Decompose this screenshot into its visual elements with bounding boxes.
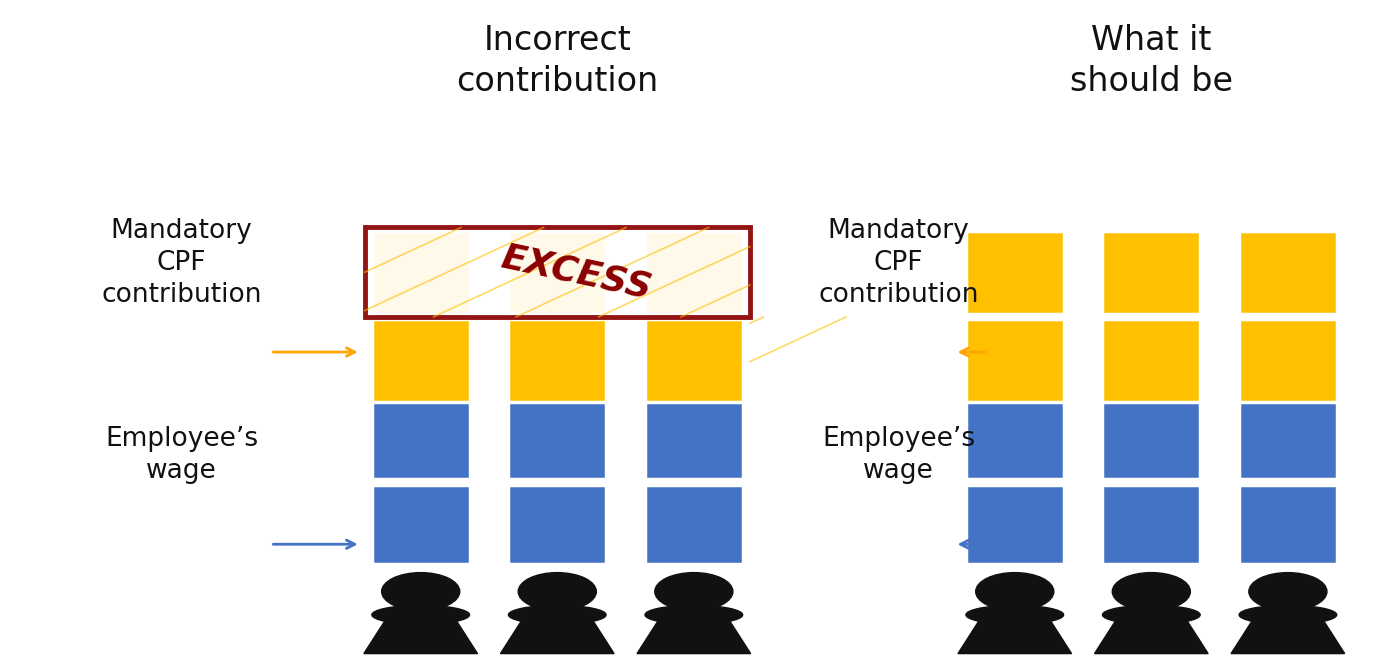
Text: Employee’s
wage: Employee’s wage [106,426,258,484]
Bar [1102,231,1201,313]
Bar [508,400,606,479]
Bar [644,400,743,479]
Bar [644,319,743,402]
Bar [1239,231,1337,313]
Ellipse shape [644,605,743,624]
Text: Incorrect
contribution: Incorrect contribution [456,24,658,98]
Polygon shape [958,615,1072,654]
Bar [966,400,1063,479]
Polygon shape [1231,615,1345,654]
Bar [371,319,470,402]
Bar [371,400,470,479]
Bar [644,484,743,564]
Text: Employee’s
wage: Employee’s wage [822,426,976,484]
Bar [1102,484,1201,564]
Polygon shape [1095,615,1208,654]
Polygon shape [638,615,750,654]
Bar [966,319,1063,402]
Bar [1239,400,1337,479]
Ellipse shape [966,605,1063,624]
Circle shape [1113,572,1190,611]
Polygon shape [364,615,478,654]
Bar [1239,319,1337,402]
Circle shape [1249,572,1327,611]
Bar [371,484,470,564]
Bar [1102,319,1201,402]
Ellipse shape [508,605,606,624]
Bar [644,231,743,313]
Text: EXCESS: EXCESS [499,240,655,305]
Ellipse shape [1239,605,1337,624]
Text: Mandatory
CPF
contribution: Mandatory CPF contribution [102,217,262,307]
Circle shape [518,572,596,611]
Bar [371,231,470,313]
Bar [966,484,1063,564]
Bar [364,227,750,317]
Ellipse shape [372,605,470,624]
Bar [508,231,606,313]
Ellipse shape [1102,605,1200,624]
Bar [1239,484,1337,564]
Circle shape [382,572,460,611]
Bar [1102,400,1201,479]
Circle shape [976,572,1054,611]
Text: Mandatory
CPF
contribution: Mandatory CPF contribution [819,217,978,307]
Bar [508,319,606,402]
Circle shape [655,572,732,611]
Bar [966,231,1063,313]
Bar [508,484,606,564]
Polygon shape [500,615,614,654]
Text: What it
should be: What it should be [1070,24,1232,98]
